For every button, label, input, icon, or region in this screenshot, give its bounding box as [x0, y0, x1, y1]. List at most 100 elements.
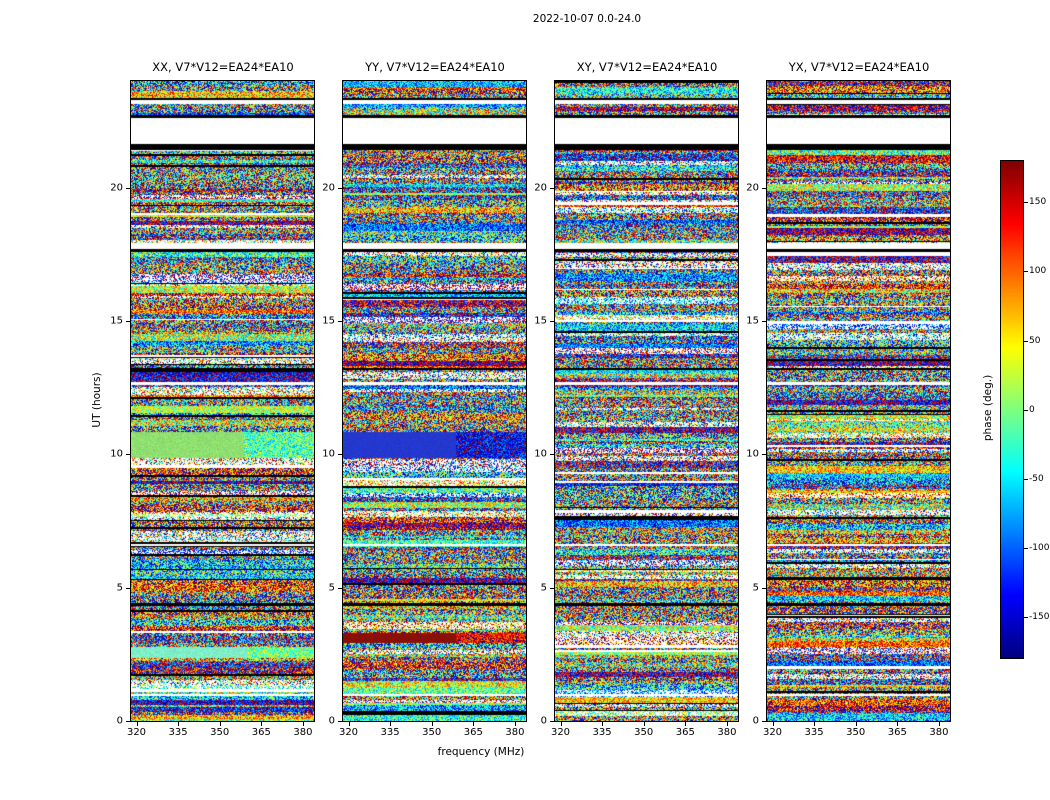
y-tick-label: 15 [322, 315, 335, 327]
x-tick-mark [560, 722, 562, 726]
heatmap-canvas-yy [343, 81, 526, 721]
y-tick-mark [762, 321, 766, 322]
x-tick-label: 350 [422, 727, 442, 738]
x-tick-mark [219, 722, 221, 726]
y-tick-label: 15 [110, 315, 123, 327]
y-tick-mark [338, 454, 342, 456]
y-tick-mark [762, 454, 766, 456]
subplot-title-yx: YX, V7*V12=EA24*EA10 [788, 60, 930, 74]
y-tick-label: 5 [752, 582, 759, 594]
y-tick-mark [338, 721, 342, 722]
colorbar-tick-label: 150 [1029, 197, 1047, 208]
y-tick-mark [550, 587, 554, 589]
subplot-title-xy: XY, V7*V12=EA24*EA10 [576, 60, 718, 74]
colorbar-tick-mark [1024, 409, 1028, 411]
x-tick-label: 365 [887, 727, 907, 738]
colorbar-tick-mark [1024, 478, 1028, 480]
y-tick-mark [126, 587, 130, 589]
x-tick-label: 380 [929, 727, 949, 738]
x-tick-mark [514, 722, 516, 726]
colorbar-label: phase (deg.) [982, 374, 994, 442]
y-tick-label: 20 [322, 182, 335, 194]
x-tick-mark [643, 722, 645, 726]
x-tick-label: 320 [762, 727, 783, 738]
x-tick-label: 365 [463, 727, 483, 738]
y-tick-label: 5 [116, 582, 123, 594]
colorbar-tick-label: -100 [1029, 542, 1050, 553]
y-tick-label: 0 [116, 715, 123, 727]
x-tick-mark [772, 722, 774, 726]
y-tick-mark [762, 187, 766, 189]
colorbar [1000, 160, 1024, 659]
y-axis-label: UT (hours) [91, 372, 103, 428]
colorbar-tick-label: -150 [1029, 611, 1050, 622]
subplot-xy [554, 80, 739, 722]
y-tick-label: 5 [540, 582, 547, 594]
y-tick-label: 10 [322, 448, 335, 460]
x-tick-label: 335 [168, 727, 188, 738]
colorbar-tick-mark [1024, 202, 1028, 204]
x-tick-label: 380 [293, 727, 313, 738]
x-tick-mark [136, 722, 138, 726]
y-tick-label: 10 [534, 448, 547, 460]
x-tick-label: 320 [126, 727, 147, 738]
heatmap-canvas-xy [555, 81, 738, 721]
x-tick-label: 350 [846, 727, 866, 738]
colorbar-gradient [1001, 161, 1023, 658]
x-tick-mark [348, 722, 350, 726]
y-tick-mark [126, 454, 130, 456]
colorbar-tick-label: 50 [1029, 335, 1041, 346]
x-tick-label: 350 [634, 727, 654, 738]
x-tick-label: 320 [338, 727, 359, 738]
figure-title: 2022-10-07 0.0-24.0 [532, 13, 642, 25]
heatmap-canvas-yx [767, 81, 950, 721]
y-tick-mark [126, 321, 130, 322]
y-tick-mark [762, 721, 766, 722]
y-tick-label: 0 [328, 715, 335, 727]
x-tick-mark [178, 722, 180, 726]
y-tick-mark [338, 187, 342, 189]
colorbar-tick-label: 0 [1029, 404, 1035, 415]
colorbar-tick-mark [1024, 616, 1028, 618]
subplot-yx [766, 80, 951, 722]
y-tick-label: 15 [534, 315, 547, 327]
y-tick-label: 10 [110, 448, 123, 460]
heatmap-canvas-xx [131, 81, 314, 721]
colorbar-tick-label: -50 [1029, 473, 1044, 484]
y-tick-mark [126, 721, 130, 722]
subplot-yy [342, 80, 527, 722]
x-tick-mark [261, 722, 263, 726]
y-tick-mark [762, 587, 766, 589]
x-tick-mark [390, 722, 392, 726]
y-tick-label: 0 [752, 715, 759, 727]
y-tick-label: 20 [110, 182, 123, 194]
x-axis-label: frequency (MHz) [437, 746, 525, 758]
y-tick-mark [338, 321, 342, 322]
x-tick-mark [473, 722, 475, 726]
y-tick-label: 10 [746, 448, 759, 460]
y-tick-label: 15 [746, 315, 759, 327]
x-tick-mark [897, 722, 899, 726]
x-tick-label: 380 [505, 727, 525, 738]
y-tick-label: 20 [534, 182, 547, 194]
colorbar-tick-mark [1024, 547, 1028, 549]
y-tick-mark [550, 721, 554, 722]
x-tick-mark [855, 722, 857, 726]
x-tick-mark [726, 722, 728, 726]
x-tick-label: 320 [550, 727, 571, 738]
x-tick-mark [814, 722, 816, 726]
x-tick-label: 335 [804, 727, 824, 738]
x-tick-label: 365 [675, 727, 695, 738]
x-tick-label: 365 [251, 727, 271, 738]
y-tick-mark [126, 187, 130, 189]
x-tick-mark [685, 722, 687, 726]
x-tick-label: 380 [717, 727, 737, 738]
x-tick-mark [431, 722, 433, 726]
x-tick-mark [302, 722, 304, 726]
x-tick-mark [602, 722, 604, 726]
colorbar-tick-label: 100 [1029, 266, 1047, 277]
x-tick-label: 350 [210, 727, 230, 738]
y-tick-mark [550, 321, 554, 322]
y-tick-label: 0 [540, 715, 547, 727]
